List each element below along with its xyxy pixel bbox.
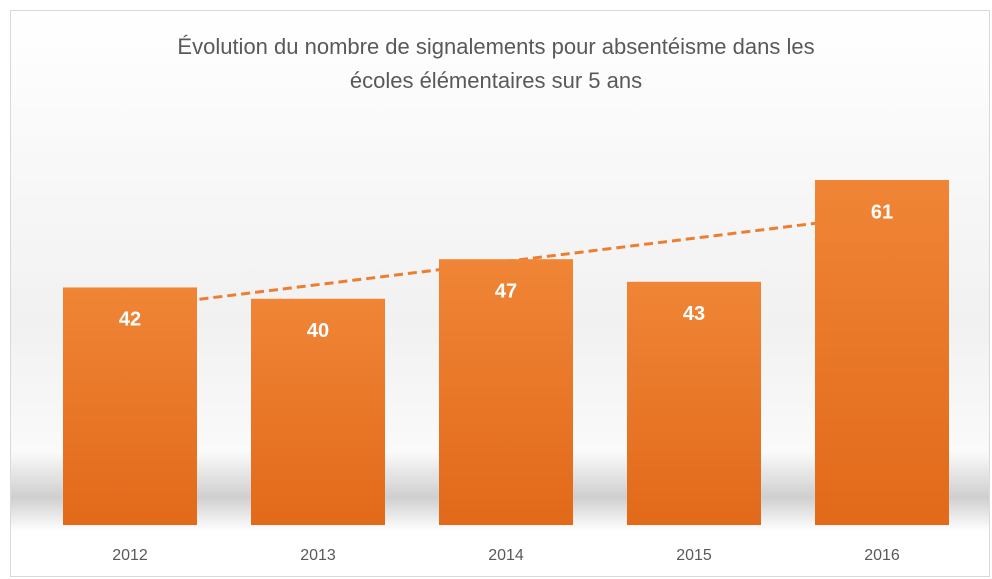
x-tick-label: 2016 [864,547,900,564]
x-tick-label: 2012 [112,547,148,564]
chart-title: Évolution du nombre de signalements pour… [177,34,814,93]
bar [439,259,573,525]
data-label: 42 [119,309,141,331]
data-label: 40 [307,320,329,342]
bar [251,298,385,525]
bar [815,180,949,525]
data-label: 47 [495,280,517,302]
data-label: 43 [683,303,705,325]
bar [63,287,197,525]
data-label: 61 [871,201,893,223]
x-tick-label: 2014 [488,547,524,564]
bar [627,281,761,525]
x-tick-label: 2015 [676,547,712,564]
x-tick-label: 2013 [300,547,336,564]
